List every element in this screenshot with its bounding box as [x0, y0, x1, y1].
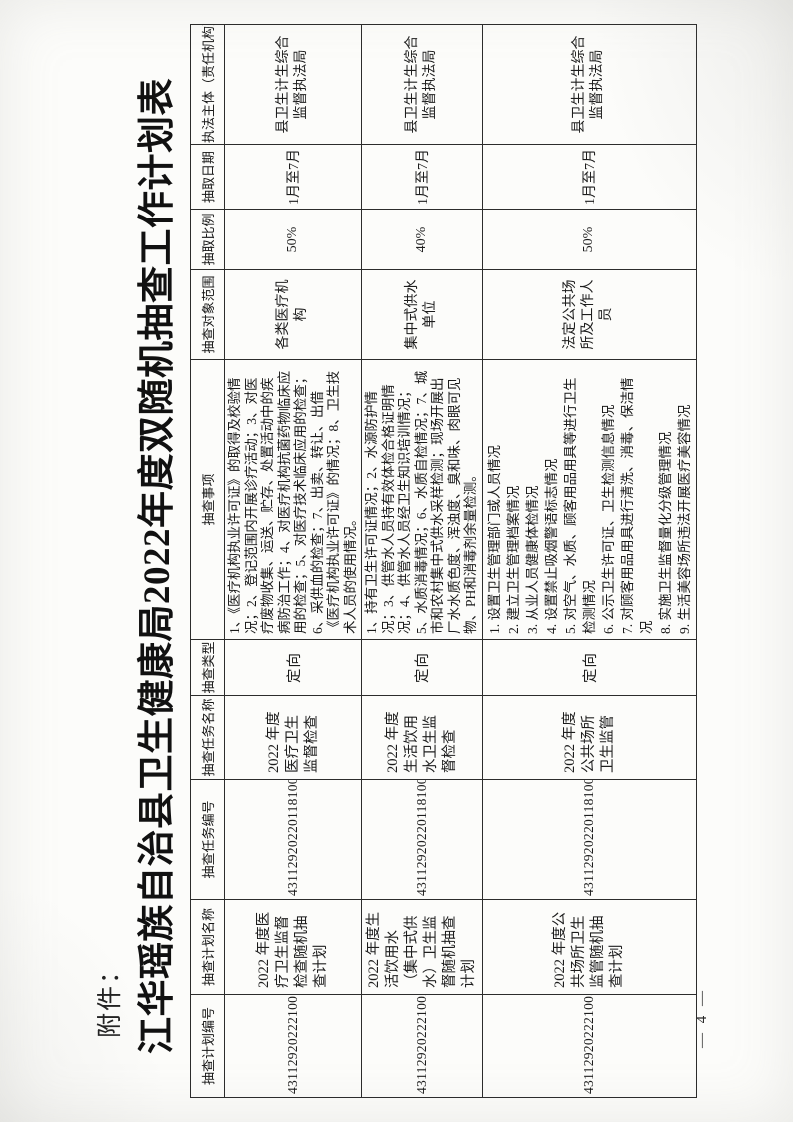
header-date: 抽取日期: [190, 144, 225, 210]
cell-task-name: 2022 年度医疗卫生监督检查: [224, 695, 362, 780]
cell-agency: 县卫生计生综合监督执法局: [361, 24, 482, 145]
cell-task-name: 2022 年度公共场所卫生监管: [482, 695, 696, 780]
header-ratio: 抽取比例: [190, 209, 225, 270]
cell-scope: 各类医疗机构: [224, 269, 362, 360]
cell-items: 1. 设置卫生管理部门或人员情况 2. 建立卫生管理档案情况 3. 从业人员健康…: [482, 359, 696, 640]
cell-items: 1、《医疗机构执业许可证》的取得及校验情况；2、登记范围内开展诊疗活动；3、对医…: [224, 359, 362, 640]
cell-task-name: 2022 年度生活饮用水卫生监督检查: [361, 695, 482, 780]
cell-plan-no: 431129202221003: [482, 994, 696, 1098]
header-type: 抽查类型: [190, 639, 225, 696]
cell-task-no: 431129202201181002: [361, 779, 482, 900]
cell-ratio: 50%: [224, 209, 362, 270]
cell-date: 1月至7月: [361, 144, 482, 210]
attachment-label: 附件：: [97, 956, 124, 1038]
header-plan-name: 抽查计划名称: [190, 899, 225, 995]
table-row: 431129202221002 2022 年度生活饮用水（集中式供水）卫生监督随…: [361, 24, 482, 1098]
cell-agency: 县卫生计生综合监督执法局: [482, 24, 696, 145]
cell-type: 定向: [361, 639, 482, 696]
cell-agency: 县卫生计生综合监督执法局: [224, 24, 362, 145]
cell-plan-name: 2022 年度公共场所卫生监管随机抽查计划: [482, 899, 696, 995]
cell-plan-name: 2022 年度生活饮用水（集中式供水）卫生监督随机抽查计划: [361, 899, 482, 995]
header-scope: 抽查对象范围: [190, 269, 225, 360]
cell-scope: 集中式供水单位: [361, 269, 482, 360]
cell-type: 定向: [482, 639, 696, 696]
header-task-no: 抽查任务编号: [190, 779, 225, 900]
header-plan-no: 抽查计划编号: [190, 994, 225, 1098]
header-agency: 执法主体（责任机构）: [190, 24, 225, 145]
cell-ratio: 40%: [361, 209, 482, 270]
cell-plan-no: 431129202221002: [361, 994, 482, 1098]
cell-date: 1月至7月: [482, 144, 696, 210]
cell-ratio: 50%: [482, 209, 696, 270]
document-title: 江华瑶族自治县卫生健康局2022年度双随机抽查工作计划表: [137, 78, 178, 1054]
cell-plan-name: 2022 年度医疗卫生监督检查随机抽查计划: [224, 899, 362, 995]
table-header-row: 抽查计划编号 抽查计划名称 抽查任务编号 抽查任务名称 抽查类型 抽查事项 抽查…: [190, 24, 225, 1098]
cell-task-no: 431129202201181001: [224, 779, 362, 900]
cell-scope: 法定公共场所及工作人员: [482, 269, 696, 360]
cell-task-no: 431129202201181003: [482, 779, 696, 900]
page-number: — 4 —: [694, 988, 710, 1048]
cell-date: 1月至7月: [224, 144, 362, 210]
inspection-plan-table: 抽查计划编号 抽查计划名称 抽查任务编号 抽查任务名称 抽查类型 抽查事项 抽查…: [190, 24, 697, 1098]
header-items: 抽查事项: [190, 359, 225, 640]
cell-type: 定向: [224, 639, 362, 696]
table-row: 431129202221001 2022 年度医疗卫生监督检查随机抽查计划 43…: [224, 24, 362, 1098]
cell-items: 1、持有卫生许可证情况；2、水源防护情况；3、供管水人员持有效体检合格证明情况；…: [361, 359, 482, 640]
cell-plan-no: 431129202221001: [224, 994, 362, 1098]
header-task-name: 抽查任务名称: [190, 695, 225, 780]
table-row: 431129202221003 2022 年度公共场所卫生监管随机抽查计划 43…: [482, 24, 696, 1098]
